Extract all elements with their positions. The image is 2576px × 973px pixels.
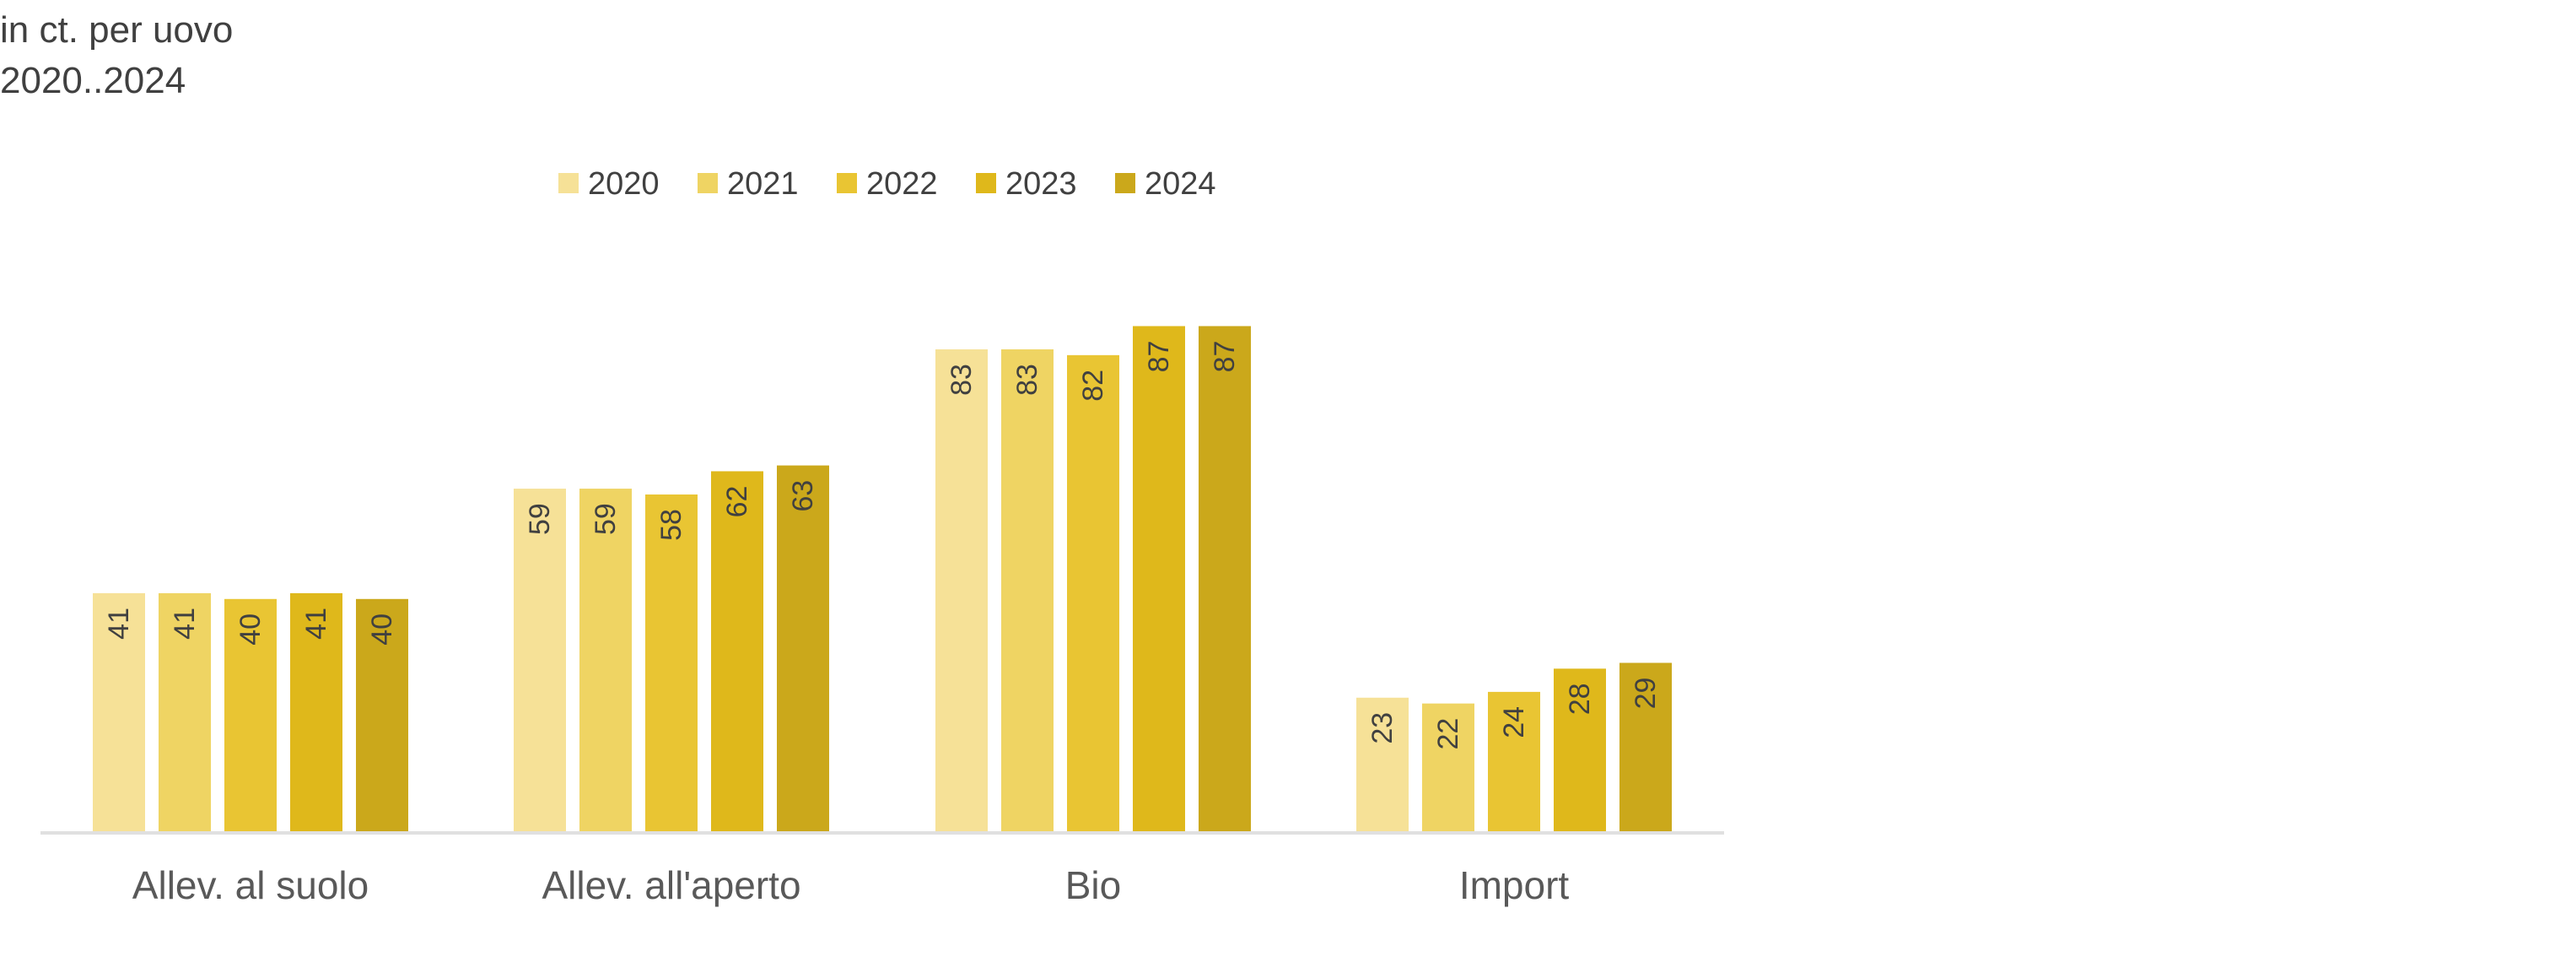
bar-2024-1: [777, 465, 829, 831]
data-label-2020-2: 83: [946, 364, 978, 396]
data-label-2022-0: 40: [234, 614, 267, 646]
data-label-2023-3: 28: [1564, 683, 1596, 715]
chart-legend: 2020 2021 2022 2023 2024: [558, 166, 1216, 202]
data-label-2021-2: 83: [1011, 364, 1043, 396]
data-label-2021-3: 22: [1432, 718, 1464, 750]
legend-label-2022: 2022: [866, 166, 938, 202]
bar-2023-2: [1133, 326, 1185, 831]
data-label-2024-0: 40: [366, 614, 398, 646]
bar-2022-0: [224, 598, 277, 831]
data-label-2023-2: 87: [1143, 341, 1175, 373]
bar-2023-3: [1554, 668, 1606, 831]
bar-2020-1: [514, 489, 566, 831]
category-label-2: Bio: [1065, 863, 1121, 907]
bar-group-1: 59 59 58 62 63: [514, 465, 829, 831]
data-label-2023-1: 62: [721, 486, 753, 518]
bar-2020-3: [1356, 697, 1409, 831]
legend-swatch-2022: [837, 173, 857, 193]
bar-2024-0: [356, 598, 408, 831]
category-labels: Allev. al suolo Allev. all'aperto Bio Impor…: [132, 863, 1570, 907]
legend-label-2023: 2023: [1005, 166, 1077, 202]
bar-groups: 41 41 40 41 40 59 59 58 62 63 83 83 82 87 87 23 22 24 28 29: [93, 326, 1672, 832]
category-label-1: Allev. all'aperto: [542, 863, 800, 907]
data-label-2023-0: 41: [300, 608, 332, 640]
bar-2021-3: [1422, 703, 1474, 831]
data-label-2024-1: 63: [787, 480, 819, 512]
legend-label-2020: 2020: [588, 166, 660, 202]
bar-group-3: 23 22 24 28 29: [1356, 662, 1672, 831]
bar-2024-3: [1619, 662, 1672, 831]
bar-group-2: 83 83 82 87 87: [935, 326, 1251, 832]
category-label-0: Allev. al suolo: [132, 863, 369, 907]
bar-2023-0: [290, 592, 342, 831]
data-label-2024-2: 87: [1209, 341, 1241, 373]
data-label-2021-0: 41: [169, 608, 201, 640]
legend-swatch-2023: [976, 173, 996, 193]
legend-swatch-2020: [558, 173, 579, 193]
bar-2023-1: [711, 471, 763, 831]
data-label-2022-1: 58: [655, 509, 687, 541]
data-label-2024-3: 29: [1630, 678, 1662, 710]
bar-2024-2: [1199, 326, 1251, 831]
data-label-2020-3: 23: [1366, 712, 1398, 744]
category-label-3: Import: [1459, 863, 1570, 907]
unit-subtitle: in ct. per uovo: [0, 9, 234, 51]
legend-swatch-2024: [1115, 173, 1135, 193]
bar-2020-0: [93, 592, 145, 831]
bar-2021-1: [579, 489, 632, 831]
legend-label-2021: 2021: [727, 166, 799, 202]
data-label-2022-2: 82: [1077, 370, 1109, 402]
period-subtitle: 2020..2024: [0, 60, 186, 101]
data-label-2020-1: 59: [524, 503, 556, 535]
bar-2022-3: [1488, 691, 1540, 831]
bar-2022-1: [645, 494, 698, 831]
bar-2021-0: [159, 592, 211, 831]
data-label-2021-1: 59: [590, 503, 622, 535]
bar-2021-2: [1001, 349, 1054, 832]
bar-group-0: 41 41 40 41 40: [93, 592, 408, 831]
legend-label-2024: 2024: [1145, 166, 1216, 202]
data-label-2020-0: 41: [103, 608, 135, 640]
data-label-2022-3: 24: [1498, 706, 1530, 738]
bar-2020-2: [935, 349, 988, 832]
legend-swatch-2021: [698, 173, 718, 193]
bar-2022-2: [1067, 354, 1119, 832]
